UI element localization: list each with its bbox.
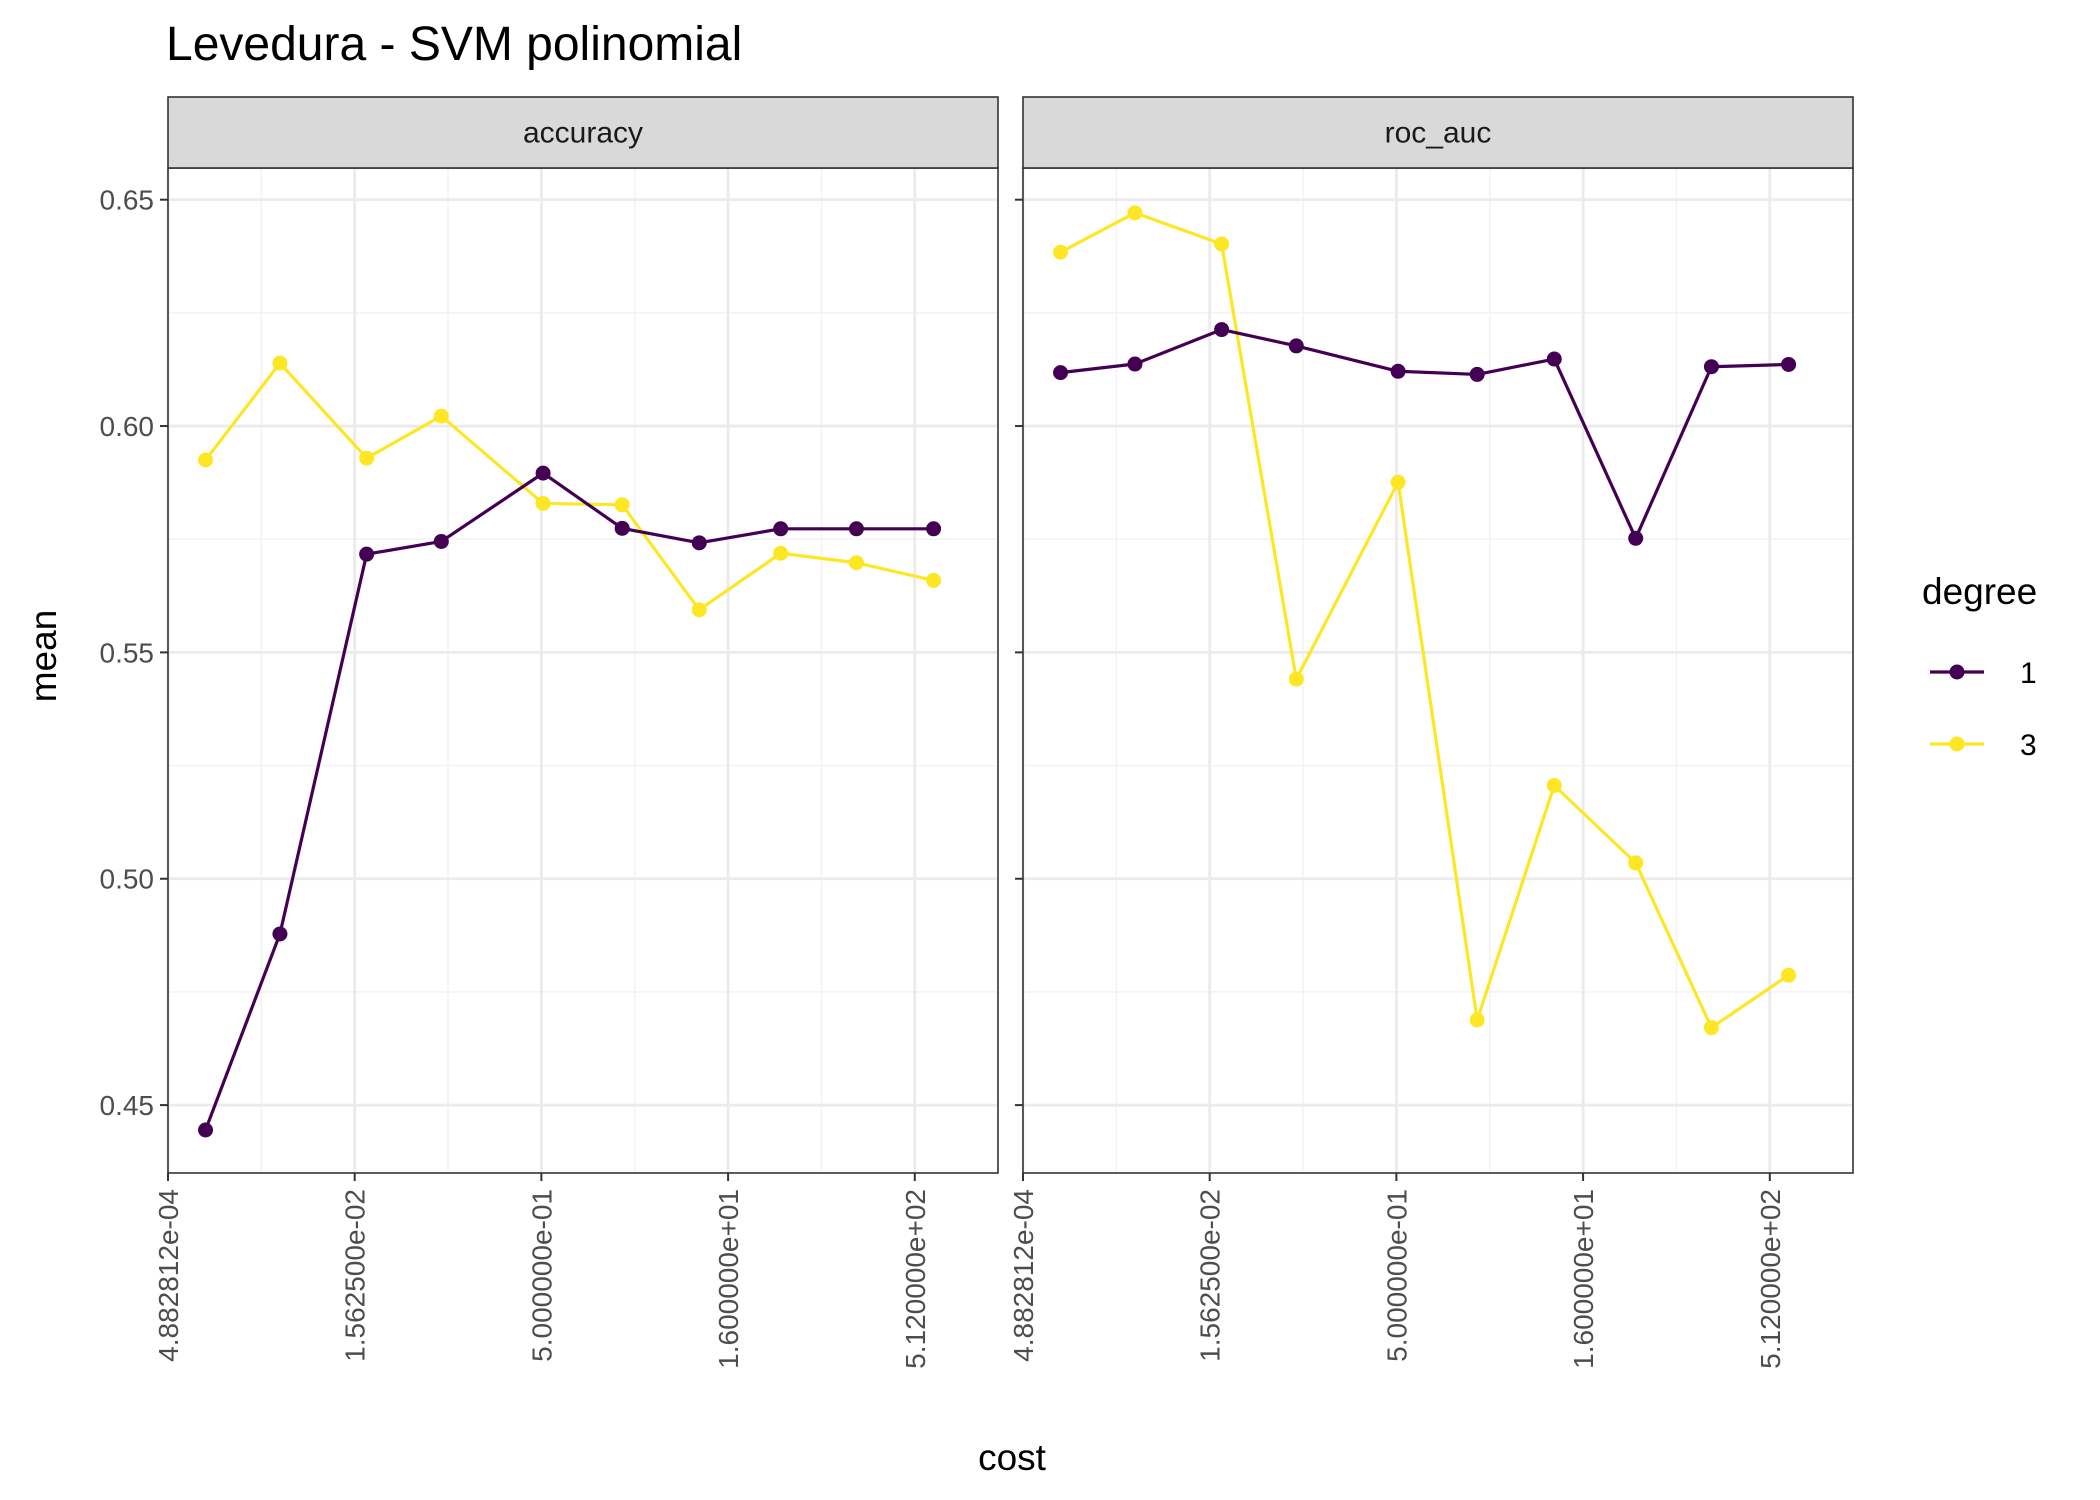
y-tick-label: 0.65 [100,185,155,216]
strip-label: roc_auc [1385,117,1492,150]
series-degree-1-point [1546,351,1562,367]
legend-label: 1 [2020,657,2037,690]
legend-entry-degree-3: 3 [1930,729,2037,762]
x-tick-label: 5.120000e+02 [1755,1189,1786,1369]
series-degree-1-point [1127,356,1143,372]
series-degree-3-point [926,572,942,588]
x-axis-title: cost [978,1437,1047,1478]
series-degree-1-point [614,520,630,536]
x-tick-label: 1.600000e+01 [1568,1189,1599,1369]
series-degree-3-point [433,408,449,424]
series-degree-1-point [359,546,375,562]
y-tick-label: 0.60 [100,411,155,442]
series-degree-3-point [198,452,214,468]
y-tick-label: 0.50 [100,864,155,895]
series-degree-1-point [535,465,551,481]
facet-panels: accuracy 4.882812e-04 1.562500e-02 5.000000… [100,96,1854,1369]
series-degree-1-point [433,533,449,549]
series-degree-3-point [1288,671,1304,687]
series-degree-1-point [1288,338,1304,354]
x-tick-label: 4.882812e-04 [153,1189,184,1362]
series-degree-3-point [1781,967,1797,983]
legend-key-point [1949,736,1965,752]
series-degree-1-point [1214,322,1230,338]
legend: degree 13 [1922,571,2037,762]
strip-background [167,96,999,169]
series-degree-1-line [1060,328,1789,540]
series-degree-1-point [848,521,864,537]
x-tick-label: 1.562500e-02 [340,1189,371,1362]
series-degree-3-point [359,450,375,466]
series-degree-3-point [1127,205,1143,221]
legend-key-point [1949,664,1965,680]
strip-label: accuracy [523,117,643,150]
y-tick-label: 0.55 [100,637,155,668]
series-degree-3-line [1059,211,1790,1030]
series-degree-3-point [1469,1012,1485,1028]
series-degree-3-point [535,495,551,511]
series-degree-3-point [773,545,789,561]
series-degree-3-point [848,555,864,571]
series-degree-3-point [1214,236,1230,252]
x-tick-label: 5.120000e+02 [900,1189,931,1369]
series-degree-3-point [1628,855,1644,871]
series-degree-3-point [1703,1020,1719,1036]
x-tick-label: 1.600000e+01 [713,1189,744,1369]
series-degree-3-point [614,497,630,513]
series-degree-3-point [272,355,288,371]
y-tick-label: 0.45 [100,1090,155,1121]
series-degree-1-point [198,1122,214,1138]
x-tick-label: 1.562500e-02 [1195,1189,1226,1362]
x-tick-label: 5.000000e-01 [1381,1189,1412,1362]
chart-title: Levedura - SVM polinomial [166,18,742,71]
x-tick-label: 5.000000e-01 [526,1189,557,1362]
series-degree-3-point [1546,777,1562,793]
series-degree-1-point [773,521,789,537]
strip-background [1022,96,1854,169]
series-degree-3-point [1390,474,1406,490]
x-tick-label: 4.882812e-04 [1008,1189,1039,1362]
legend-label: 3 [2020,729,2037,762]
y-axis-title: mean [23,610,64,703]
panel-background [1023,168,1853,1173]
series-degree-1-point [1469,366,1485,382]
panel-accuracy: accuracy 4.882812e-04 1.562500e-02 5.000000… [100,96,999,1369]
series-degree-1-point [1628,530,1644,546]
panel-background [168,168,998,1173]
series-degree-3-line [204,361,934,612]
series-degree-1-point [1703,359,1719,375]
series-degree-1-point [1053,365,1069,381]
series-degree-1-point [691,535,707,551]
series-degree-1-point [1390,363,1406,379]
series-degree-1-point [1781,356,1797,372]
series-degree-1-line [204,471,934,1131]
legend-entry-degree-1: 1 [1930,657,2037,690]
legend-title: degree [1922,571,2037,612]
series-degree-3-point [1053,244,1069,260]
series-degree-1-point [926,521,942,537]
series-degree-3-point [691,602,707,618]
panel-roc-auc: roc_auc 4.882812e-04 1.562500e-02 5.000000e… [1008,96,1854,1369]
series-degree-1-point [272,926,288,942]
legend-entries: 13 [1930,657,2037,762]
